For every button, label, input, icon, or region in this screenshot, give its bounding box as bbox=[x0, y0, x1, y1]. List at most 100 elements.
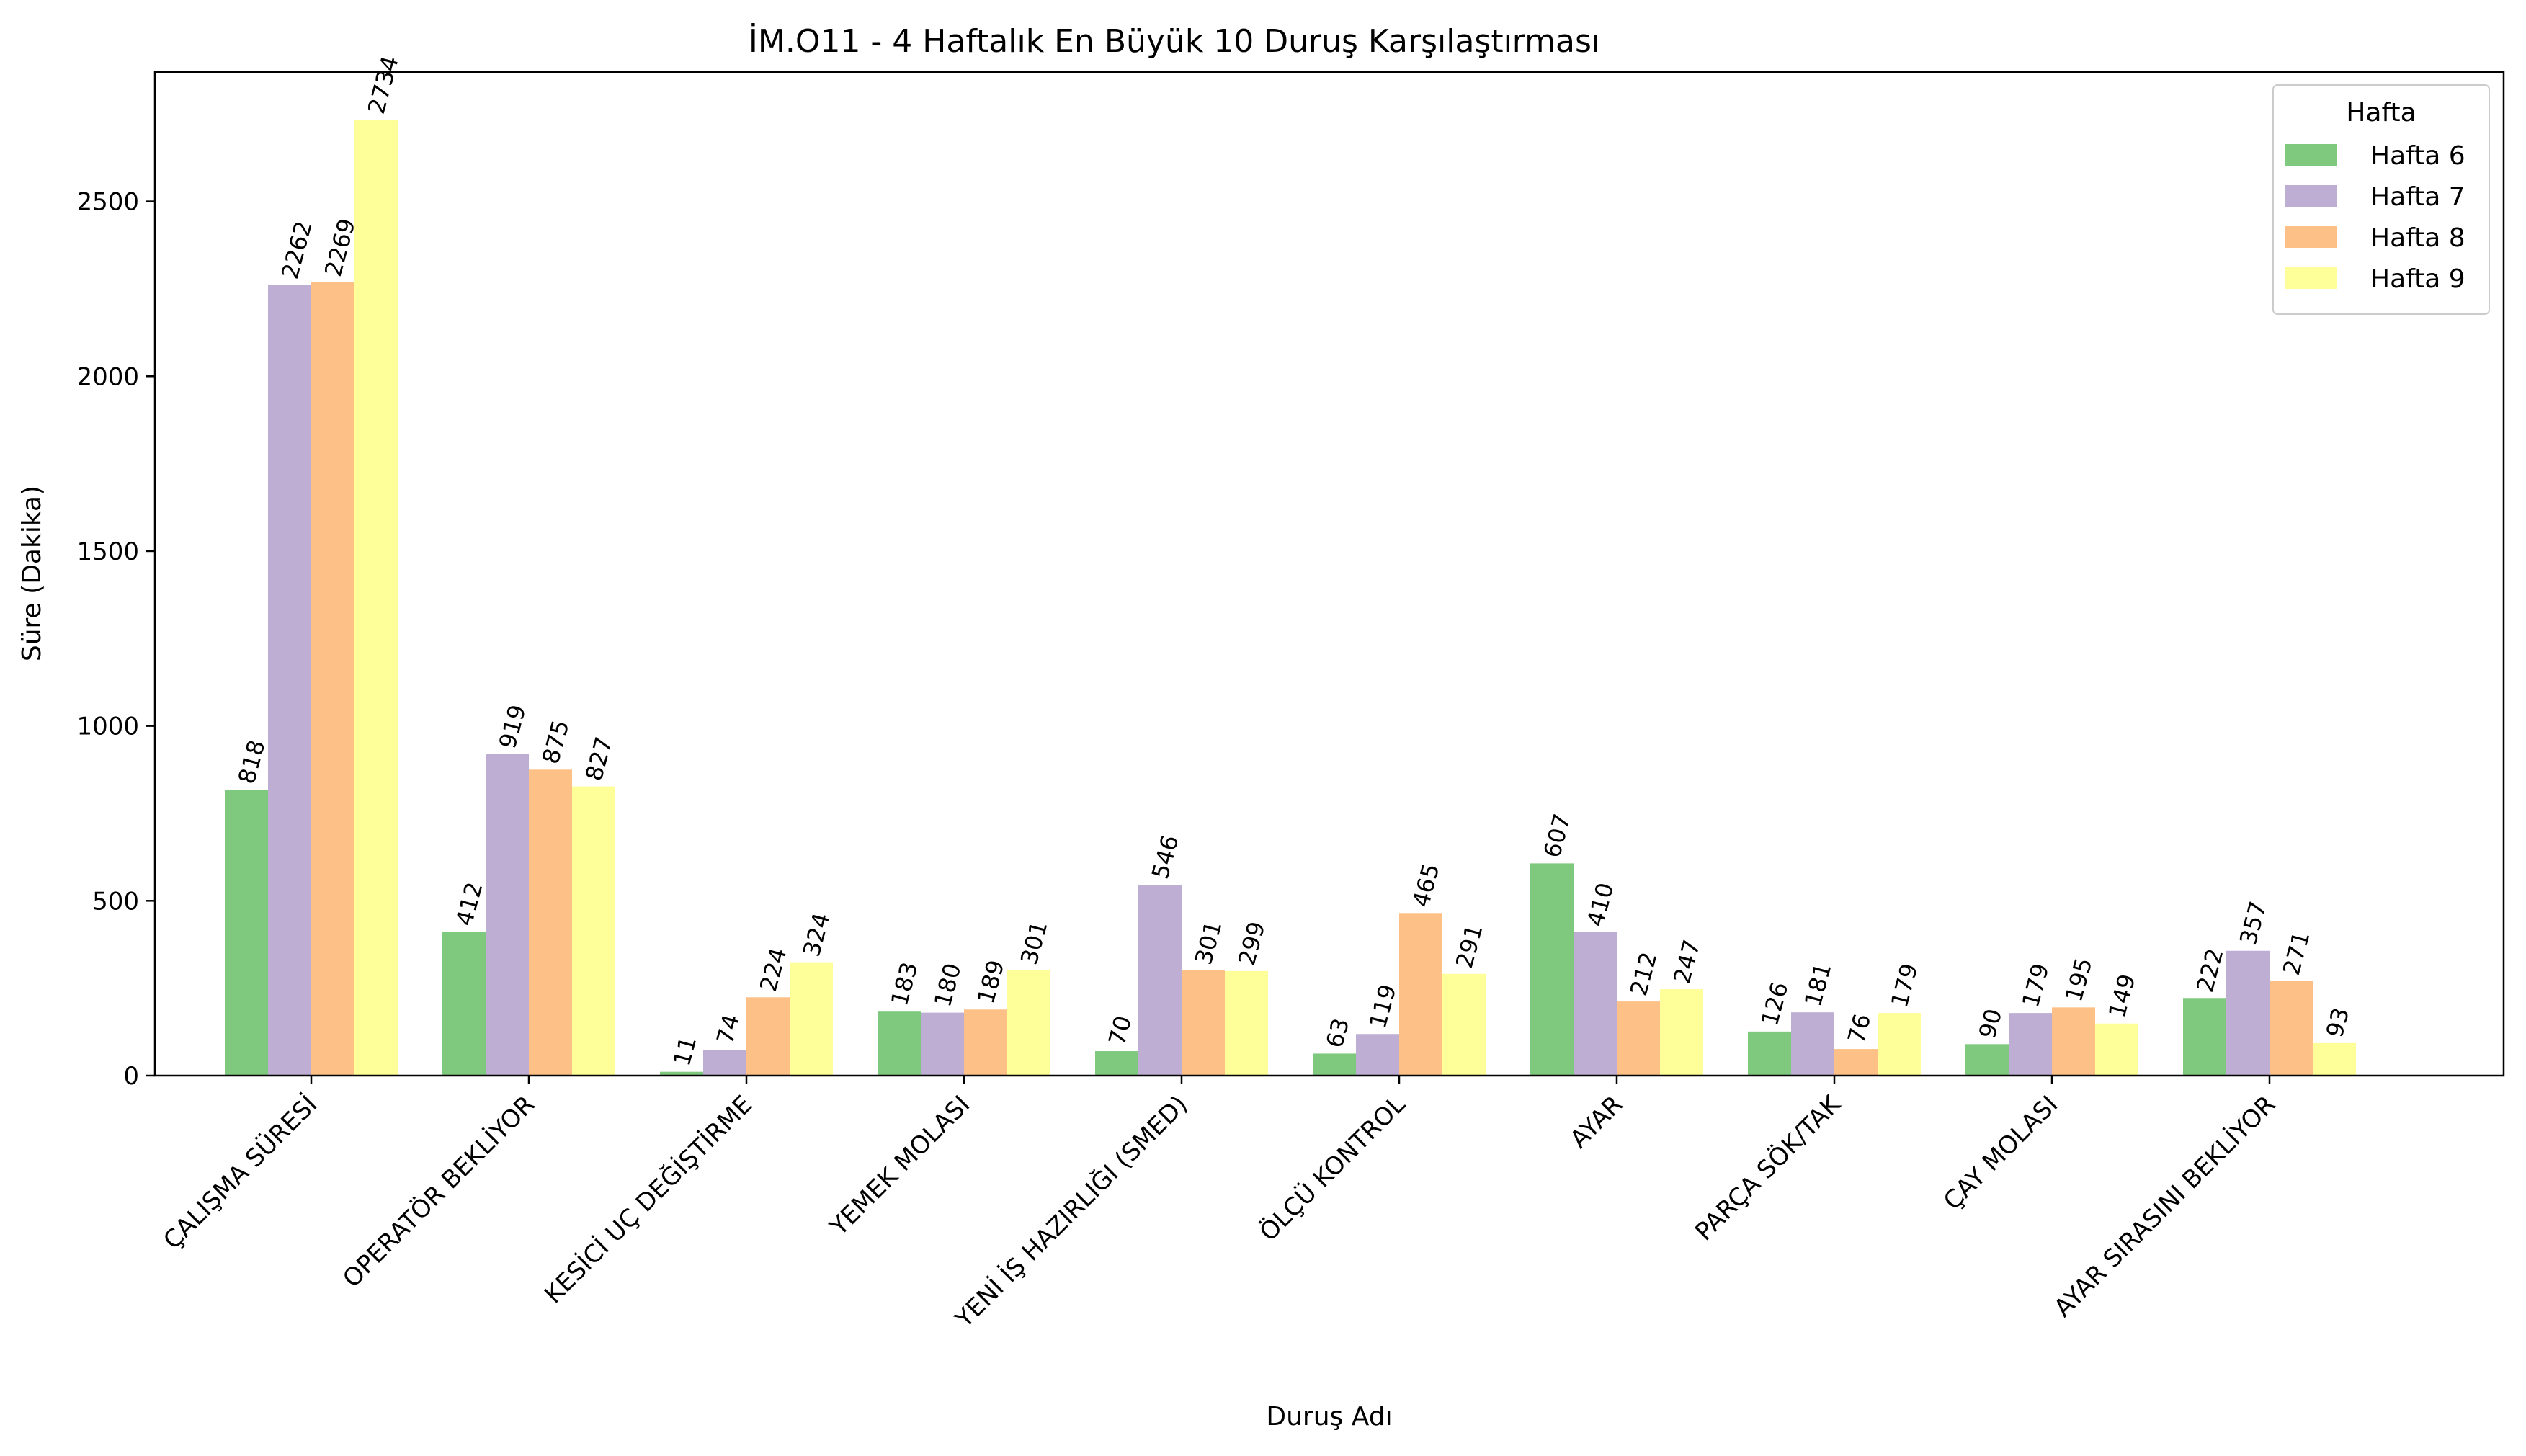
bar-value-label: 301 bbox=[1015, 918, 1053, 968]
y-tick-label: 1000 bbox=[76, 713, 139, 741]
bar-value-label: 179 bbox=[2017, 960, 2055, 1010]
bar-value-label: 11 bbox=[668, 1034, 702, 1069]
bar-value-label: 299 bbox=[1233, 919, 1271, 968]
y-tick-label: 1500 bbox=[76, 537, 139, 566]
legend: Hafta Hafta 6 Hafta 7 Hafta 8 Hafta 9 bbox=[2272, 84, 2490, 315]
bar-hafta-6-7 bbox=[1748, 1031, 1791, 1076]
bar-value-label: 301 bbox=[1190, 918, 1228, 968]
bar-value-label: 212 bbox=[1625, 949, 1663, 999]
bar-value-label: 919 bbox=[494, 702, 532, 751]
bar-hafta-8-2 bbox=[746, 997, 790, 1076]
bar-value-label: 324 bbox=[798, 910, 836, 960]
bar-hafta-7-0 bbox=[268, 285, 311, 1076]
bar-hafta-9-1 bbox=[572, 786, 615, 1076]
bar-value-label: 119 bbox=[1364, 981, 1402, 1031]
bar-value-label: 180 bbox=[929, 960, 967, 1010]
bar-hafta-6-4 bbox=[1095, 1051, 1138, 1076]
y-tick-label: 2000 bbox=[76, 362, 139, 391]
bar-hafta-6-3 bbox=[878, 1011, 921, 1076]
bar-value-label: 74 bbox=[711, 1011, 745, 1047]
bar-value-label: 195 bbox=[2060, 955, 2098, 1005]
x-tick-label: ÖLÇÜ KONTROL bbox=[1254, 1089, 1411, 1246]
x-tick-label: OPERATÖR BEKLİYOR bbox=[337, 1089, 541, 1293]
bar-value-label: 93 bbox=[2321, 1005, 2355, 1040]
bar-hafta-9-2 bbox=[790, 962, 833, 1076]
bar-hafta-7-1 bbox=[486, 754, 529, 1076]
bar-hafta-9-4 bbox=[1225, 970, 1268, 1076]
bar-value-label: 410 bbox=[1581, 880, 1620, 929]
bar-hafta-7-7 bbox=[1791, 1012, 1834, 1076]
chart-title: İM.O11 - 4 Haftalık En Büyük 10 Duruş Ka… bbox=[749, 22, 1600, 60]
bar-hafta-7-5 bbox=[1356, 1034, 1399, 1076]
bar-hafta-6-0 bbox=[225, 789, 268, 1076]
legend-label: Hafta 6 bbox=[2370, 141, 2465, 171]
bar-hafta-9-8 bbox=[2095, 1023, 2138, 1076]
bar-hafta-7-3 bbox=[921, 1012, 964, 1076]
bar-value-label: 875 bbox=[537, 718, 575, 767]
legend-label: Hafta 7 bbox=[2370, 182, 2465, 212]
legend-swatch bbox=[2285, 267, 2337, 289]
bar-hafta-7-8 bbox=[2009, 1013, 2052, 1076]
x-tick-label: ÇALIŞMA SÜRESİ bbox=[157, 1089, 323, 1255]
legend-label: Hafta 8 bbox=[2370, 223, 2465, 253]
legend-title: Hafta bbox=[2346, 98, 2416, 128]
bar-hafta-9-0 bbox=[354, 120, 398, 1076]
bar-value-label: 149 bbox=[2103, 971, 2141, 1021]
bar-hafta-6-5 bbox=[1313, 1053, 1356, 1076]
bar-hafta-9-9 bbox=[2313, 1042, 2356, 1076]
bar-value-label: 2734 bbox=[362, 53, 404, 117]
bar-hafta-8-1 bbox=[529, 769, 572, 1076]
x-tick-label: AYAR bbox=[1565, 1090, 1629, 1154]
bar-hafta-9-6 bbox=[1660, 989, 1703, 1076]
bar-value-label: 224 bbox=[754, 945, 793, 995]
x-tick-label: ÇAY MOLASI bbox=[1938, 1090, 2063, 1215]
bar-hafta-7-2 bbox=[703, 1050, 746, 1076]
bar-value-label: 179 bbox=[1885, 960, 1924, 1010]
bar-value-label: 76 bbox=[1842, 1011, 1876, 1046]
x-tick-label: KESİCİ UÇ DEĞİŞTİRME bbox=[538, 1089, 758, 1309]
bar-value-label: 90 bbox=[1973, 1006, 2007, 1041]
bar-hafta-8-9 bbox=[2270, 981, 2313, 1076]
bar-value-label: 247 bbox=[1668, 937, 1706, 986]
bar-value-label: 412 bbox=[450, 879, 488, 929]
bar-hafta-9-5 bbox=[1442, 973, 1486, 1076]
y-axis: 0 500 1000 1500 2000 2500 bbox=[76, 188, 155, 1091]
bar-value-label: 465 bbox=[1407, 861, 1445, 911]
bar-hafta-9-3 bbox=[1007, 970, 1050, 1076]
bar-value-label: 827 bbox=[580, 734, 618, 784]
bar-hafta-8-3 bbox=[964, 1009, 1007, 1076]
bar-hafta-6-9 bbox=[2183, 998, 2226, 1076]
bar-value-label: 357 bbox=[2234, 898, 2272, 948]
bar-hafta-8-7 bbox=[1834, 1049, 1878, 1076]
bar-value-label: 271 bbox=[2277, 929, 2316, 978]
legend-swatch bbox=[2285, 185, 2337, 207]
y-tick-label: 2500 bbox=[76, 188, 139, 217]
bar-hafta-7-9 bbox=[2226, 950, 2270, 1076]
bars-layer bbox=[225, 120, 2356, 1076]
bar-value-label: 607 bbox=[1538, 811, 1576, 861]
x-tick-label: PARÇA SÖK/TAK bbox=[1689, 1089, 1847, 1246]
bar-value-label: 222 bbox=[2191, 945, 2229, 995]
x-tick-label: YEMEK MOLASI bbox=[824, 1090, 976, 1242]
bar-value-label: 181 bbox=[1799, 960, 1837, 1009]
bar-hafta-9-7 bbox=[1878, 1013, 1921, 1076]
bar-value-label: 70 bbox=[1103, 1013, 1137, 1048]
bar-hafta-8-0 bbox=[311, 282, 354, 1076]
y-tick-label: 500 bbox=[92, 887, 139, 916]
bar-hafta-8-5 bbox=[1399, 913, 1442, 1076]
legend-swatch bbox=[2285, 226, 2337, 248]
x-tick-label: YENİ İŞ HAZIRLIĞI (SMED) bbox=[949, 1089, 1193, 1334]
bar-hafta-8-8 bbox=[2052, 1007, 2095, 1076]
legend-box bbox=[2272, 84, 2490, 315]
bar-value-label: 291 bbox=[1450, 921, 1489, 971]
bar-hafta-6-2 bbox=[660, 1071, 703, 1076]
bar-value-label: 189 bbox=[972, 957, 1010, 1007]
bar-hafta-8-4 bbox=[1182, 970, 1225, 1076]
bar-value-label: 126 bbox=[1756, 979, 1794, 1029]
y-axis-label: Süre (Dakika) bbox=[17, 486, 47, 661]
bar-value-label: 183 bbox=[885, 959, 924, 1009]
bar-hafta-6-1 bbox=[442, 932, 486, 1076]
bar-value-label: 818 bbox=[233, 737, 271, 787]
